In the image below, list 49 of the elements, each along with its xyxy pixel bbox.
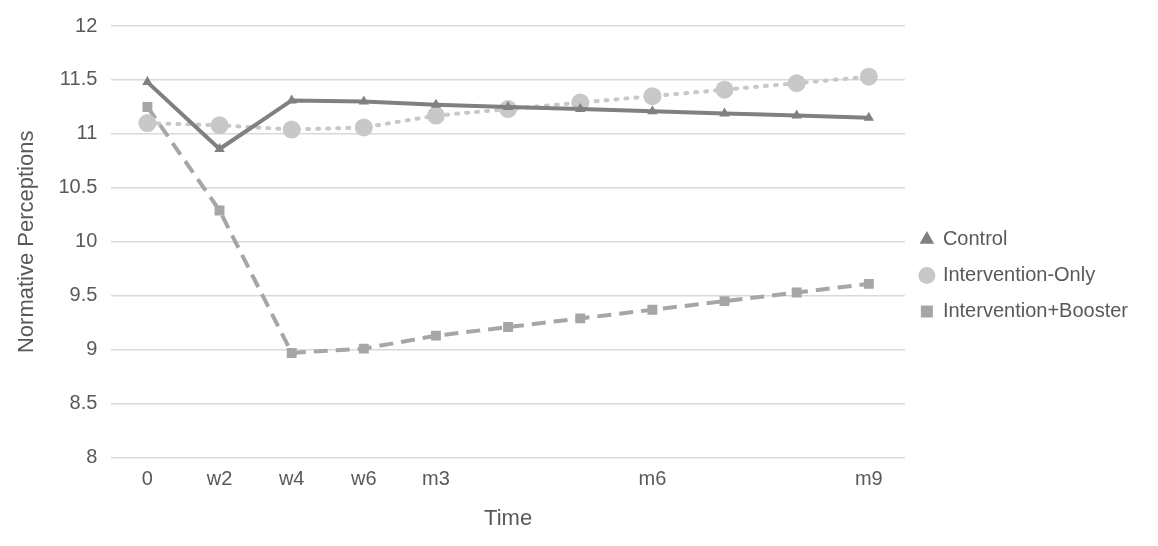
point [719, 296, 730, 307]
point [859, 67, 878, 86]
x-tick-label: 0 [141, 467, 153, 490]
x-tick-label: m6 [638, 467, 667, 490]
point [787, 74, 806, 93]
point [210, 116, 229, 135]
point [863, 111, 875, 121]
point [430, 98, 442, 108]
point [431, 330, 441, 341]
point [791, 287, 802, 298]
y-tick-label: 9.5 [69, 283, 98, 306]
legend-label: Intervention+Booster [942, 299, 1129, 322]
x-tick-label: w4 [277, 467, 305, 490]
y-tick-label: 10.5 [58, 175, 98, 198]
point [719, 107, 730, 117]
point [575, 103, 586, 113]
point [358, 95, 370, 105]
y-tick-label: 11 [76, 121, 98, 144]
point [503, 322, 514, 332]
point [354, 118, 373, 137]
x-tick-label: m3 [422, 467, 450, 490]
y-tick-label: 8 [86, 445, 98, 468]
point [138, 114, 157, 133]
y-axis-title: Normative Perceptions [13, 130, 39, 354]
point [715, 80, 734, 99]
legend-label: Control [942, 227, 1008, 250]
y-tick-label: 10 [75, 229, 98, 252]
point [647, 105, 658, 115]
point [426, 106, 445, 125]
point [647, 304, 658, 315]
point [142, 76, 153, 86]
y-tick-label: 12 [75, 13, 98, 36]
x-axis-title: Time [484, 504, 533, 530]
point [643, 87, 662, 106]
point [214, 143, 225, 153]
x-tick-label: w2 [205, 467, 233, 490]
point [863, 278, 874, 289]
point [575, 313, 586, 324]
point [286, 347, 297, 358]
point [142, 101, 153, 112]
y-tick-label: 8.5 [69, 391, 98, 414]
x-tick-label: w6 [350, 467, 377, 490]
point [358, 343, 369, 354]
legend-label: Intervention-Only [942, 263, 1096, 286]
point [791, 109, 802, 119]
x-tick-label: m9 [854, 467, 883, 490]
y-tick-label: 9 [86, 337, 98, 360]
y-tick-label: 11.5 [59, 67, 98, 90]
point [282, 120, 301, 139]
